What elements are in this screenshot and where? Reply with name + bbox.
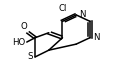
Text: HO: HO bbox=[12, 38, 26, 47]
Text: Cl: Cl bbox=[58, 4, 67, 13]
Text: N: N bbox=[93, 33, 99, 42]
Text: S: S bbox=[27, 52, 33, 61]
Text: O: O bbox=[20, 22, 27, 31]
Text: N: N bbox=[79, 10, 86, 19]
